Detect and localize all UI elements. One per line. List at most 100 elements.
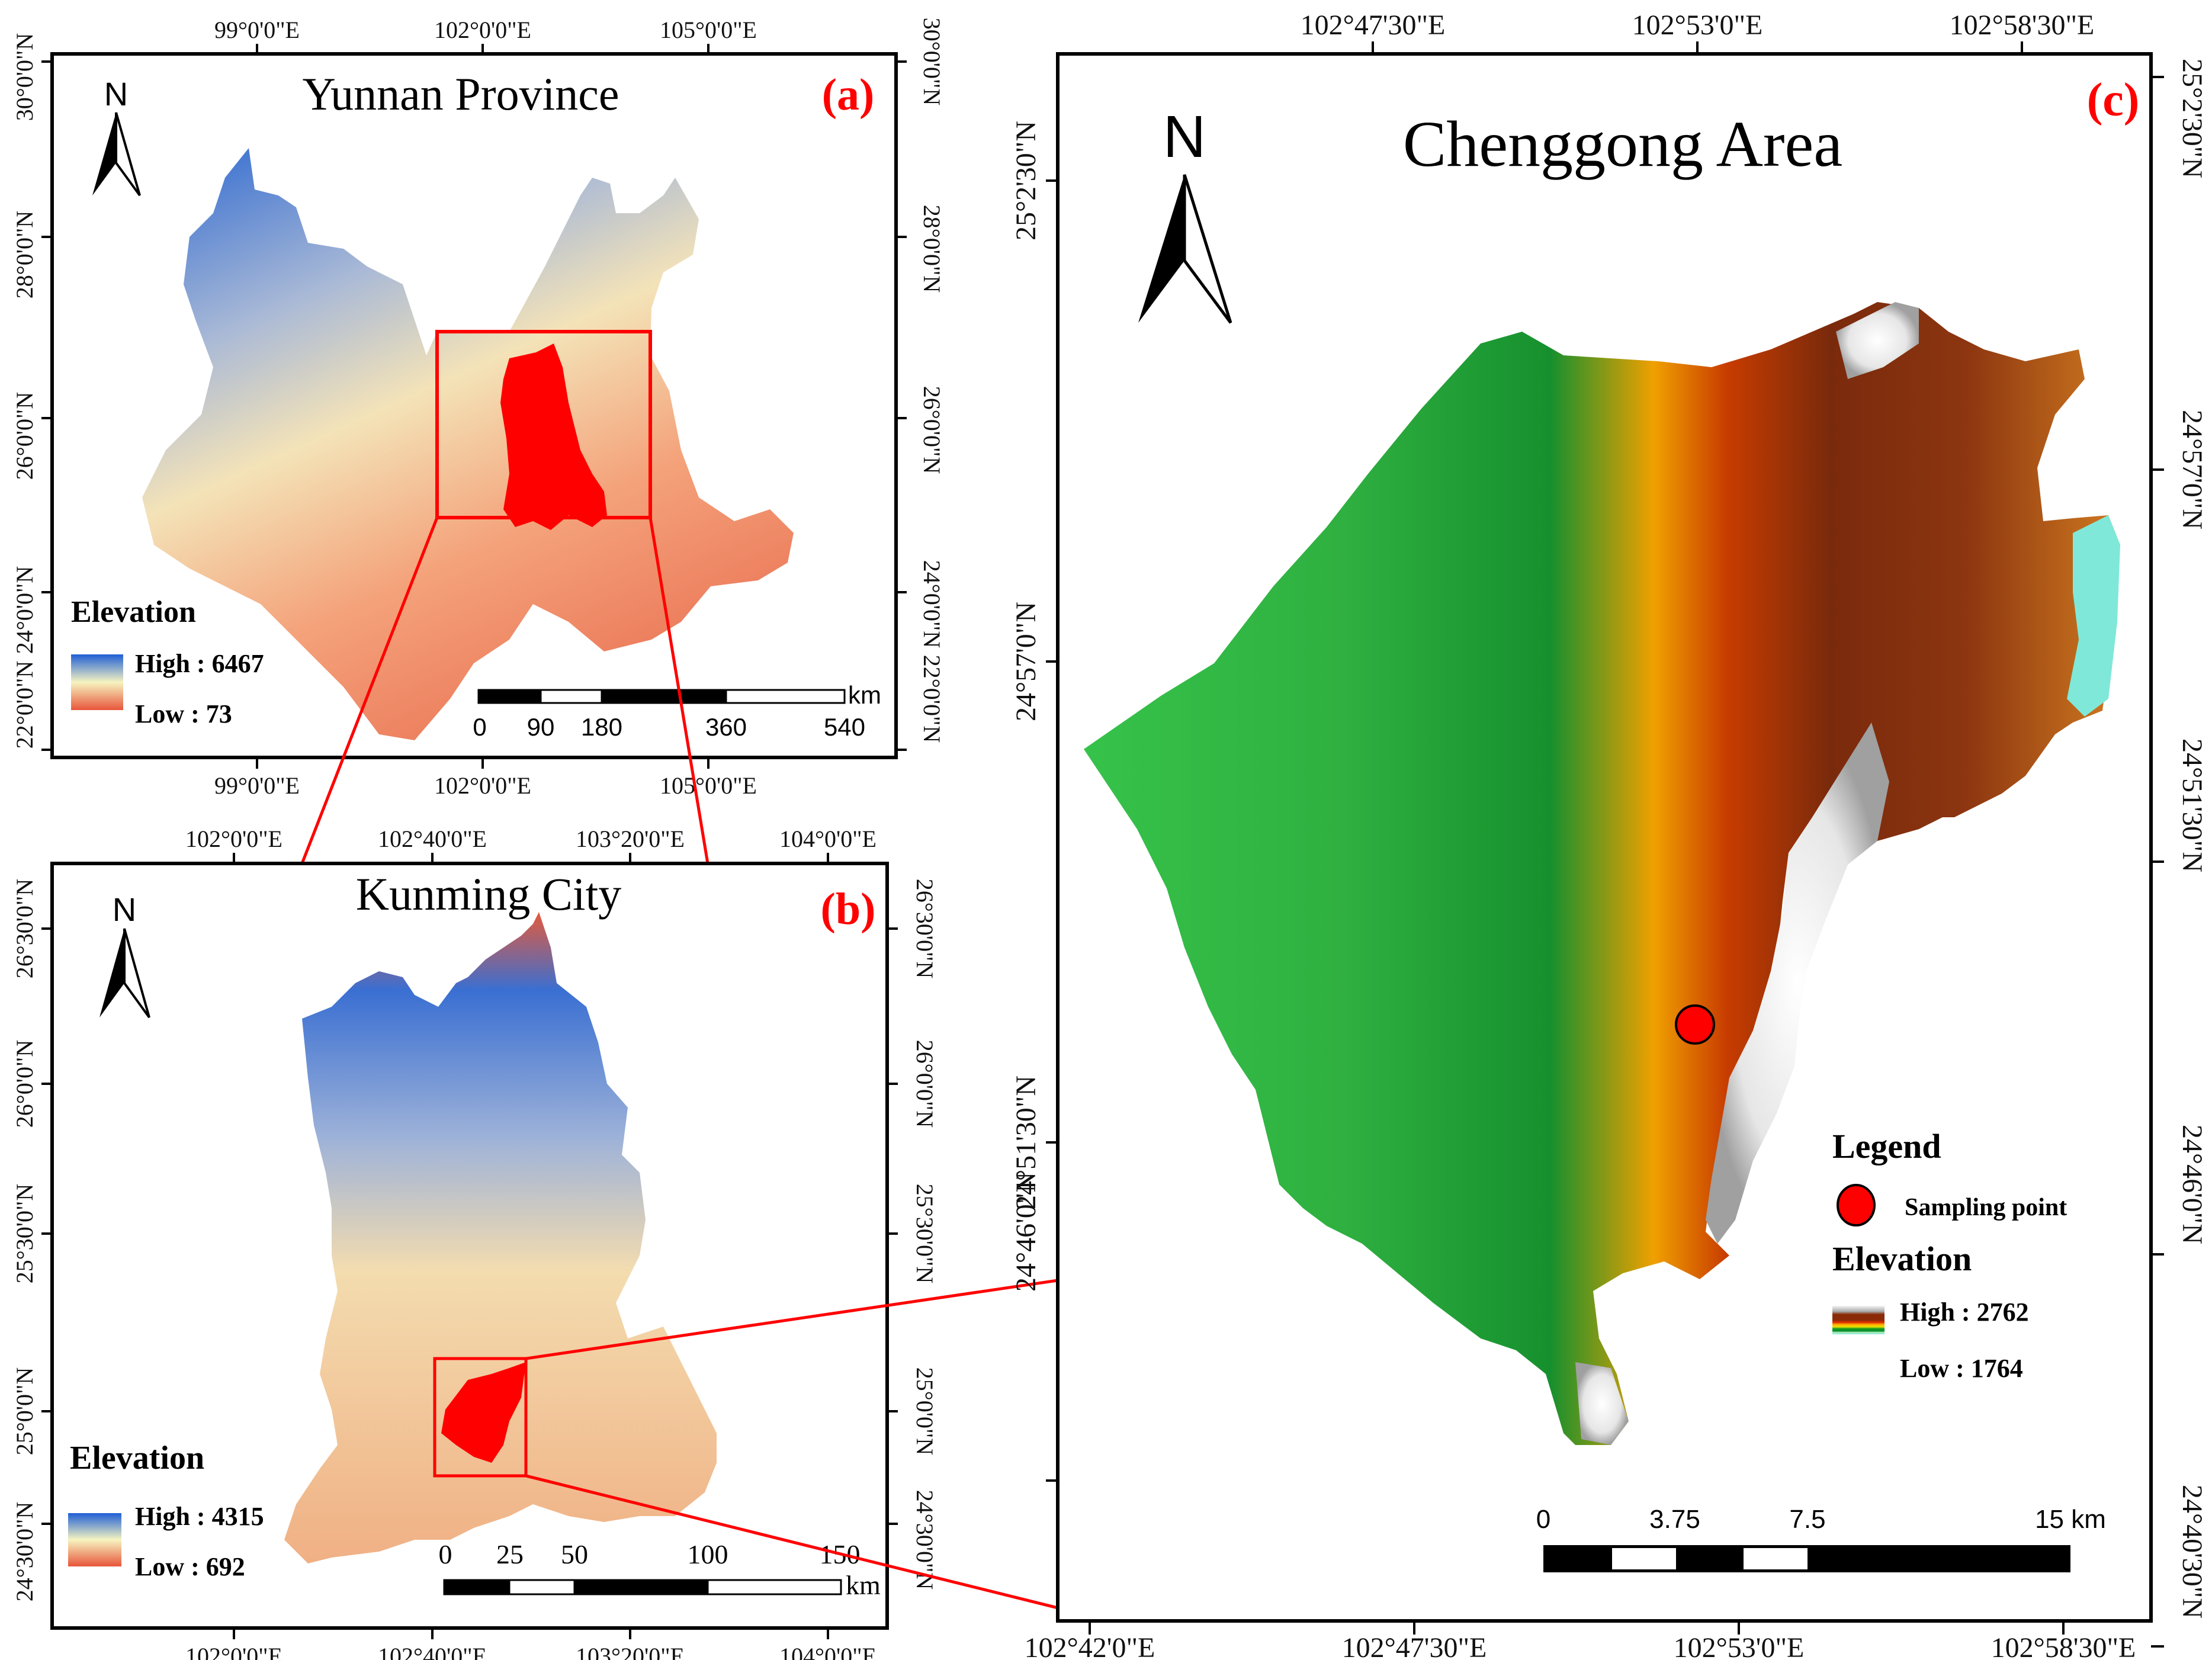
legend-high-value: High : 6467: [135, 649, 264, 678]
panel-b-right-tick: 26°30'0"N: [911, 879, 938, 978]
svg-text:15 km: 15 km: [2035, 1505, 2106, 1534]
panel-a-legend: Elevation High : 6467 Low : 73: [71, 595, 264, 728]
panel-b-right-tick: 25°0'0"N: [911, 1367, 938, 1455]
legend-low-value: Low : 1764: [1900, 1354, 2023, 1383]
elevation-color-ramp: [1832, 1306, 1884, 1334]
panel-c-top-tick: 102°53'0"E: [1632, 9, 1763, 41]
panel-a-right-tick: 24°0'0"N: [919, 560, 945, 648]
panel-c-bottom-tick: 102°53'0"E: [1674, 1632, 1805, 1660]
panel-c-right-axis: 25°2'30"N 24°57'0"N 24°51'30"N 24°46'0"N…: [2151, 59, 2208, 1648]
panel-b-top-tick: 104°0'0"E: [779, 826, 877, 852]
svg-text:90: 90: [527, 713, 555, 741]
panel-b-left-tick: 26°30'0"N: [11, 879, 38, 978]
panel-a-bottom-tick: 102°0'0"E: [434, 772, 531, 799]
legend-heading: Elevation: [70, 1440, 204, 1476]
panel-c-bottom-tick: 102°42'0"E: [1025, 1632, 1155, 1660]
panel-b-right-tick: 25°30'0"N: [911, 1184, 938, 1283]
panel-b-legend: Elevation High : 4315 Low : 692: [68, 1440, 264, 1581]
yunnan-elevation-map: [142, 148, 794, 740]
panel-b-top-tick: 102°40'0"E: [378, 826, 487, 852]
panel-a-right-tick: 26°0'0"N: [919, 386, 945, 474]
chenggong-high-peaks: [1575, 1362, 1629, 1445]
panel-c-bottom-tick: 102°47'30"E: [1342, 1632, 1487, 1660]
panel-b-inset-box: [433, 1357, 528, 1478]
svg-text:3.75: 3.75: [1649, 1505, 1700, 1534]
panel-c-scalebar: 0 3.75 7.5 15 km: [1536, 1505, 2106, 1572]
panel-c-top-tick: 102°47'30"E: [1301, 9, 1446, 41]
panel-b-bottom-tick: 102°40'0"E: [378, 1643, 487, 1660]
legend-heading: Elevation: [1832, 1240, 1972, 1278]
inset-connector-b-c: [525, 1279, 1058, 1610]
legend-sampling-point-label: Sampling point: [1905, 1194, 2067, 1221]
legend-low-value: Low : 692: [135, 1552, 245, 1581]
svg-text:25: 25: [496, 1539, 524, 1569]
legend-title: Legend: [1832, 1127, 1941, 1165]
panel-c-right-tick: 24°40'30"N: [2176, 1485, 2208, 1619]
svg-text:180: 180: [581, 713, 622, 741]
svg-text:360: 360: [705, 713, 747, 741]
panel-c-tag: (c): [2087, 74, 2140, 126]
panel-a-right-axis: 30°0'0"N 28°0'0"N 26°0'0"N 24°0'0"N 22°0…: [896, 18, 945, 751]
svg-text:N: N: [104, 75, 128, 113]
panel-a-scalebar: km 0 90 180 360 540: [473, 681, 881, 741]
panel-c-left-tick: 24°57'0"N: [1010, 602, 1042, 721]
svg-text:N: N: [1163, 104, 1206, 170]
chenggong-highlight-b: [441, 1362, 526, 1463]
north-arrow-icon: N: [92, 75, 141, 197]
panel-a-right-tick: 30°0'0"N: [919, 18, 945, 105]
chenggong-elevation-map: [1084, 302, 2120, 1445]
dianchi-lake-edge: [2067, 515, 2120, 717]
panel-b-left-tick: 24°30'0"N: [11, 1502, 38, 1601]
panel-a-left-tick: 24°0'0"N: [11, 566, 38, 654]
panel-a-left-tick: 26°0'0"N: [11, 392, 38, 480]
legend-high-value: High : 2762: [1900, 1298, 2029, 1327]
panel-a-top-tick: 105°0'0"E: [660, 17, 757, 43]
panel-b-left-axis: 26°30'0"N 26°0'0"N 25°30'0"N 25°0'0"N 24…: [11, 879, 52, 1601]
panel-a-left-tick: 30°0'0"N: [11, 33, 38, 121]
sampling-point-marker[interactable]: [1675, 1004, 1715, 1045]
svg-text:540: 540: [824, 713, 865, 741]
panel-b-bottom-tick: 103°20'0"E: [576, 1643, 685, 1660]
panel-b-top-tick: 102°0'0"E: [185, 826, 282, 852]
panel-a-bottom-tick: 105°0'0"E: [660, 772, 757, 799]
panel-b-bottom-tick: 104°0'0"E: [779, 1643, 877, 1660]
panel-b-left-tick: 25°0'0"N: [11, 1367, 38, 1455]
panel-c-top-axis: 102°47'30"E 102°53'0"E 102°58'30"E: [1301, 9, 2095, 54]
legend-low-value: Low : 73: [135, 699, 232, 728]
panel-c-bottom-axis: 102°42'0"E 102°47'30"E 102°53'0"E 102°58…: [1025, 1621, 2136, 1660]
inset-connector-a-b: [300, 517, 709, 864]
chenggong-high-peaks: [1836, 302, 1919, 379]
chenggong-high-peaks: [1706, 723, 1889, 1244]
elevation-color-ramp: [71, 654, 123, 710]
panel-a-top-tick: 102°0'0"E: [434, 17, 531, 43]
panel-b-left-tick: 26°0'0"N: [11, 1040, 38, 1128]
panel-b-tag: (b): [821, 884, 876, 934]
panel-b: 102°0'0"E 102°40'0"E 103°20'0"E 104°0'0"…: [11, 826, 938, 1660]
panel-c-left-tick: 24°46'0"N: [1010, 1172, 1042, 1292]
panel-a-top-axis: 99°0'0"E 102°0'0"E 105°0'0"E: [214, 17, 757, 54]
panel-c-left-tick: 25°2'30"N: [1010, 121, 1042, 240]
panel-a-left-tick: 22°0'0"N: [11, 661, 38, 749]
panel-a-left-tick: 28°0'0"N: [11, 211, 38, 298]
panel-c-top-tick: 102°58'30"E: [1950, 9, 2095, 41]
panel-b-bottom-tick: 102°0'0"E: [185, 1643, 282, 1660]
panel-a-bottom-tick: 99°0'0"E: [214, 772, 300, 799]
panel-a: 99°0'0"E 102°0'0"E 105°0'0"E 99°0'0"E 10…: [11, 17, 945, 799]
panel-a-inset-box: [435, 330, 652, 519]
panel-c-title: Chenggong Area: [1403, 108, 1842, 180]
panel-c-right-tick: 25°2'30"N: [2176, 59, 2208, 178]
kunming-elevation-map: [284, 912, 717, 1563]
panel-b-right-tick: 26°0'0"N: [911, 1040, 938, 1128]
north-arrow-icon: N: [1138, 104, 1232, 324]
svg-text:100: 100: [688, 1539, 728, 1569]
svg-text:0: 0: [1536, 1505, 1550, 1534]
legend-high-value: High : 4315: [135, 1502, 264, 1531]
elevation-color-ramp: [68, 1513, 121, 1566]
panel-b-scalebar: 0 25 50 100 150 km: [439, 1539, 881, 1600]
panel-a-left-axis: 30°0'0"N 28°0'0"N 26°0'0"N 24°0'0"N 22°0…: [11, 33, 52, 751]
svg-text:N: N: [113, 891, 136, 928]
panel-c-left-axis: 25°2'30"N 24°57'0"N 24°51'30"N 24°46'0"N: [1010, 121, 1058, 1482]
panel-a-right-tick: 28°0'0"N: [919, 205, 945, 293]
panel-b-bottom-axis: 102°0'0"E 102°40'0"E 103°20'0"E 104°0'0"…: [185, 1628, 877, 1660]
